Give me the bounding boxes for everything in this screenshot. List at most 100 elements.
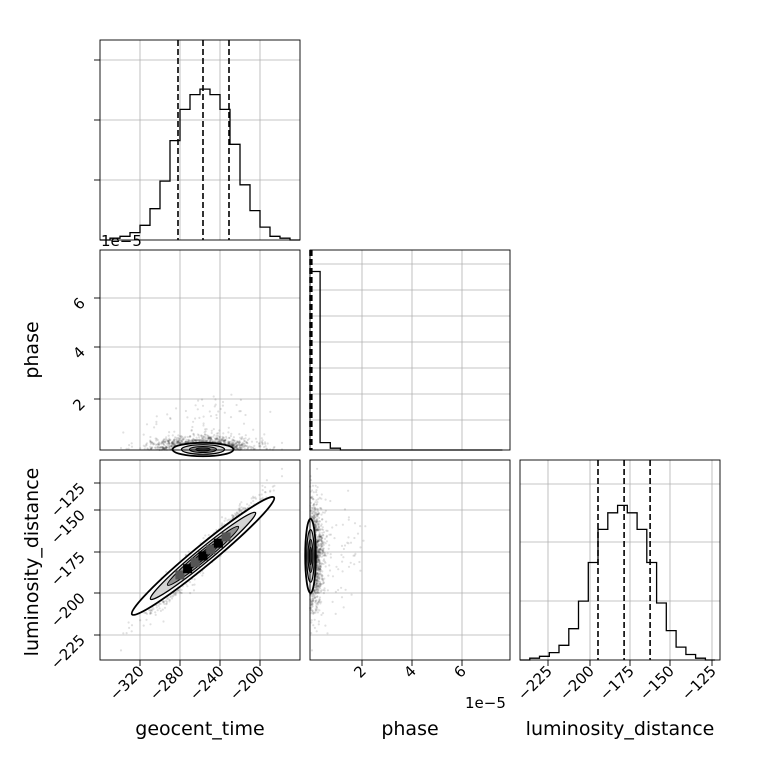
sample-point — [320, 589, 323, 592]
sample-point — [191, 438, 194, 442]
sample-point — [154, 446, 157, 449]
sample-point — [322, 549, 325, 552]
sample-point — [254, 496, 257, 499]
sample-point — [325, 534, 328, 538]
sample-point — [240, 445, 243, 448]
sample-point — [315, 588, 318, 591]
sample-point — [171, 441, 174, 444]
offset-text-phase-x: 1e−5 — [465, 694, 506, 712]
sample-point — [241, 442, 244, 446]
sample-point — [239, 443, 242, 446]
sample-point — [317, 623, 320, 626]
sample-point — [220, 439, 223, 442]
sample-point — [316, 595, 319, 598]
sample-point — [156, 445, 159, 448]
sample-point — [316, 513, 319, 516]
sample-point — [320, 546, 323, 549]
sample-point — [316, 544, 319, 547]
sample-point — [314, 591, 317, 594]
sample-point — [316, 576, 319, 579]
sample-point — [235, 444, 238, 447]
sample-point — [316, 576, 319, 579]
sample-point — [240, 506, 243, 509]
sample-point — [318, 512, 321, 515]
sample-point — [165, 446, 168, 449]
sample-point — [318, 570, 321, 573]
sample-point — [208, 437, 211, 440]
sample-point — [177, 440, 180, 443]
sample-point — [165, 603, 168, 606]
sample-point — [155, 606, 158, 609]
sample-point — [342, 556, 345, 559]
sample-point — [175, 591, 178, 594]
sample-point — [259, 498, 262, 501]
sample-point — [170, 441, 173, 444]
sample-point — [317, 565, 321, 568]
sample-point — [318, 567, 321, 570]
sample-point — [165, 445, 168, 448]
sample-point — [317, 620, 320, 623]
sample-point — [162, 440, 165, 444]
sample-point — [265, 447, 268, 451]
sample-point — [318, 549, 321, 552]
sample-point — [265, 479, 268, 482]
sample-point — [314, 586, 317, 589]
sample-point — [331, 600, 334, 604]
grid-phase-lumdist — [310, 460, 510, 660]
sample-point — [205, 433, 208, 437]
sample-point — [315, 599, 318, 602]
sample-point — [167, 442, 170, 445]
sample-point — [221, 435, 224, 438]
sample-point — [322, 554, 325, 557]
sample-point — [264, 445, 267, 448]
sample-point — [241, 507, 245, 510]
sample-point — [177, 439, 180, 442]
sample-point — [233, 443, 236, 446]
sample-point — [311, 603, 314, 607]
sample-point — [227, 442, 230, 445]
sample-point — [149, 441, 152, 444]
sample-point — [151, 441, 154, 444]
sample-point — [317, 498, 320, 501]
sample-point — [162, 447, 165, 450]
sample-point — [315, 499, 318, 502]
panel-frame — [99, 459, 301, 661]
sample-point — [353, 522, 357, 525]
sample-point — [187, 438, 190, 441]
sample-point — [237, 443, 240, 447]
sample-point — [224, 439, 227, 442]
sample-point — [322, 547, 325, 550]
sample-point — [164, 447, 167, 450]
sample-point — [313, 520, 316, 523]
sample-point — [318, 520, 321, 523]
sample-point — [310, 612, 313, 615]
sample-point — [309, 479, 313, 482]
sample-point — [200, 434, 203, 437]
sample-point — [230, 514, 234, 517]
sample-point — [312, 498, 315, 501]
sample-point — [318, 534, 321, 537]
sample-point — [235, 445, 238, 448]
sample-point — [130, 630, 133, 633]
sample-point — [224, 441, 227, 445]
sample-point — [310, 511, 314, 514]
sample-point — [315, 503, 319, 506]
sample-point — [317, 556, 320, 559]
axis-label-phase-y: phase — [21, 321, 43, 378]
sample-point — [245, 440, 248, 444]
sample-point — [161, 446, 164, 449]
sample-point — [174, 592, 177, 595]
sample-point — [315, 584, 318, 588]
sample-point — [239, 410, 242, 413]
panel-frame — [309, 459, 511, 661]
sample-point — [237, 507, 240, 510]
sample-point — [312, 517, 316, 521]
sample-point — [177, 589, 180, 592]
sample-point — [354, 552, 357, 556]
sample-point — [184, 435, 187, 438]
sample-point — [317, 511, 321, 515]
sample-point — [316, 611, 319, 614]
sample-point — [238, 441, 241, 444]
sample-point — [315, 585, 318, 588]
sample-point — [164, 440, 167, 443]
